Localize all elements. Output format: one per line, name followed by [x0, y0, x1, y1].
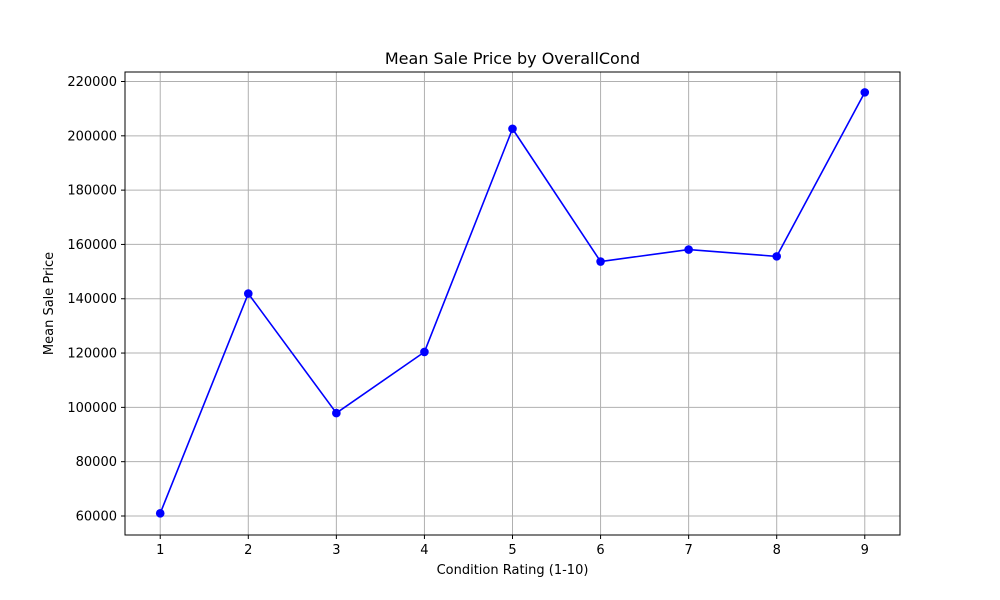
data-point	[596, 257, 605, 266]
y-tick-label: 120000	[67, 347, 117, 362]
y-tick-label: 60000	[76, 509, 117, 524]
chart-title: Mean Sale Price by OverallCond	[385, 49, 640, 68]
y-tick-label: 220000	[67, 75, 117, 90]
data-point	[332, 408, 341, 418]
y-tick-label: 200000	[67, 129, 117, 144]
y-tick-label: 140000	[67, 292, 117, 307]
x-tick-label: 5	[508, 543, 516, 558]
data-point	[420, 347, 429, 357]
y-axis-label: Mean Sale Price	[42, 252, 57, 355]
y-tick-label: 100000	[67, 401, 117, 416]
series-layer	[155, 88, 870, 518]
data-point	[155, 508, 165, 518]
y-axis-ticks: 60000 80000 100000 120000 140000 160000 180000…	[67, 75, 125, 524]
data-point	[860, 88, 870, 97]
data-point	[243, 289, 253, 298]
x-axis-ticks: 1 2 3 4 5 6 7 8 9	[156, 535, 869, 558]
grid	[125, 72, 900, 535]
x-axis-label: Condition Rating (1-10)	[437, 563, 589, 578]
x-tick-label: 3	[332, 543, 340, 558]
y-tick-label: 80000	[76, 455, 117, 470]
x-tick-label: 2	[244, 543, 252, 558]
data-point	[508, 124, 517, 134]
y-tick-label: 180000	[67, 184, 117, 199]
plot-frame	[124, 71, 901, 536]
x-tick-label: 6	[596, 543, 604, 558]
data-point	[684, 245, 693, 254]
x-tick-label: 1	[156, 543, 164, 558]
x-tick-label: 4	[420, 543, 428, 558]
x-tick-label: 9	[861, 543, 869, 558]
x-tick-label: 7	[684, 543, 692, 558]
x-tick-label: 8	[773, 543, 781, 558]
data-point	[772, 252, 782, 261]
y-tick-label: 160000	[67, 238, 117, 253]
